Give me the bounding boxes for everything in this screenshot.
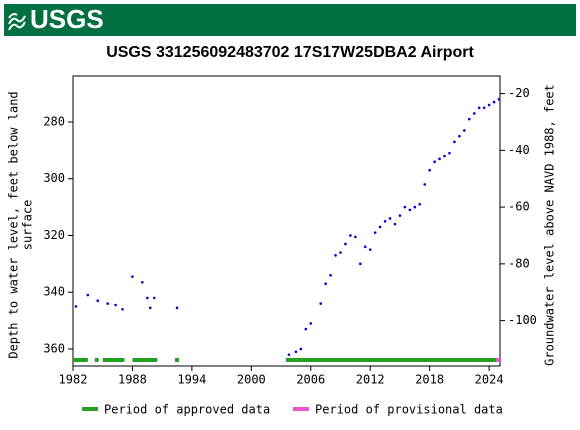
period-bar bbox=[286, 357, 497, 362]
data-point bbox=[418, 202, 422, 206]
y2-tick-label: -100 bbox=[508, 313, 537, 327]
data-point bbox=[349, 234, 352, 237]
data-point bbox=[344, 242, 347, 246]
period-bar bbox=[132, 357, 158, 362]
data-point bbox=[388, 217, 392, 220]
data-point bbox=[448, 151, 451, 155]
data-point bbox=[403, 205, 407, 209]
x-tick-label: 2018 bbox=[415, 373, 444, 387]
data-point bbox=[359, 262, 362, 266]
plot-frame bbox=[72, 75, 501, 367]
data-point bbox=[148, 306, 152, 310]
data-point bbox=[74, 305, 78, 308]
data-point bbox=[472, 112, 476, 115]
y-tick-label: 320 bbox=[43, 228, 65, 242]
data-point bbox=[477, 106, 481, 110]
data-point bbox=[497, 97, 501, 101]
data-point bbox=[423, 183, 427, 186]
data-point bbox=[378, 225, 382, 229]
data-point bbox=[383, 219, 387, 223]
x-tick-label: 1994 bbox=[177, 373, 206, 387]
data-point bbox=[121, 307, 124, 311]
data-point bbox=[175, 306, 179, 310]
period-bar bbox=[175, 357, 180, 362]
data-point bbox=[363, 245, 367, 249]
legend-swatch bbox=[293, 407, 309, 411]
header-bar bbox=[4, 4, 576, 36]
period-bar bbox=[496, 357, 500, 362]
data-point bbox=[492, 100, 496, 104]
logo-text: USGS bbox=[30, 4, 104, 34]
logo-waves bbox=[8, 13, 26, 31]
period-bar bbox=[94, 357, 99, 362]
data-point bbox=[408, 208, 412, 212]
data-point bbox=[393, 222, 397, 226]
data-point bbox=[329, 273, 332, 277]
x-tick-label: 2012 bbox=[356, 373, 385, 387]
data-point bbox=[438, 157, 441, 161]
legend-label: Period of provisional data bbox=[315, 403, 503, 417]
y2-tick-label: -40 bbox=[508, 143, 530, 157]
data-point bbox=[294, 350, 298, 354]
x-tick-label: 2024 bbox=[475, 373, 504, 387]
x-tick-label: 1988 bbox=[118, 373, 147, 387]
data-point bbox=[319, 302, 322, 305]
data-point bbox=[334, 254, 337, 257]
data-point bbox=[339, 251, 342, 254]
y-tick-label: 340 bbox=[43, 285, 65, 299]
chart-title: USGS 331256092483702 17S17W25DBA2 Airpor… bbox=[106, 44, 474, 61]
y2-axis-label: Groundwater level above NAVD 1988, feet bbox=[543, 84, 557, 366]
data-point bbox=[433, 160, 436, 163]
y2-tick-label: -80 bbox=[508, 256, 530, 270]
data-point bbox=[131, 275, 134, 278]
legend-swatch bbox=[82, 407, 98, 411]
data-point bbox=[428, 168, 431, 172]
data-point bbox=[152, 296, 156, 300]
legend-label: Period of approved data bbox=[104, 403, 270, 417]
y-axis-label: surface bbox=[21, 200, 35, 251]
y2-tick-label: -20 bbox=[508, 86, 530, 100]
x-tick-label: 2000 bbox=[237, 373, 266, 387]
x-tick-label: 2006 bbox=[296, 373, 325, 387]
data-point bbox=[299, 347, 303, 351]
data-point bbox=[413, 205, 417, 209]
data-point bbox=[114, 303, 117, 307]
data-point bbox=[487, 103, 491, 107]
data-point bbox=[146, 296, 149, 300]
data-point bbox=[398, 214, 402, 217]
data-point bbox=[309, 322, 313, 325]
data-point bbox=[443, 154, 446, 158]
data-point bbox=[324, 282, 327, 286]
y-tick-label: 360 bbox=[43, 341, 65, 355]
x-tick-label: 1982 bbox=[59, 373, 88, 387]
data-point bbox=[373, 231, 377, 234]
data-point bbox=[482, 106, 486, 110]
data-point bbox=[354, 235, 357, 239]
data-point bbox=[86, 293, 90, 297]
data-point bbox=[304, 327, 308, 331]
data-point bbox=[463, 129, 466, 132]
data-point bbox=[106, 302, 109, 305]
data-point bbox=[368, 248, 372, 251]
y-tick-label: 280 bbox=[43, 114, 65, 128]
data-point bbox=[453, 140, 456, 144]
y2-tick-label: -60 bbox=[508, 200, 530, 214]
data-point bbox=[96, 299, 100, 303]
y-tick-label: 300 bbox=[43, 171, 65, 185]
data-point bbox=[467, 117, 471, 121]
data-point bbox=[141, 280, 144, 284]
data-point bbox=[287, 353, 291, 356]
period-bar bbox=[73, 357, 88, 362]
data-point bbox=[458, 134, 461, 138]
period-bar bbox=[102, 357, 125, 362]
y-axis-label: Depth to water level, feet below land bbox=[7, 91, 21, 358]
